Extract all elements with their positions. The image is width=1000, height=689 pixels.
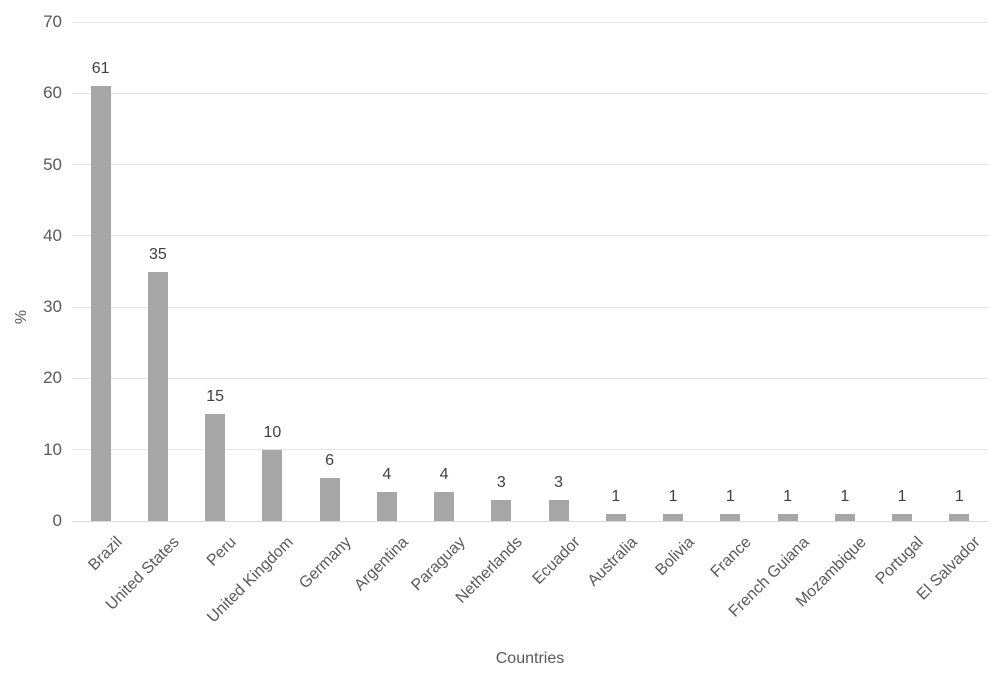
y-tick-label: 20 <box>43 368 62 388</box>
bar <box>720 513 741 521</box>
x-axis-title: Countries <box>495 650 565 667</box>
gridline <box>72 92 988 94</box>
bar <box>834 513 855 521</box>
bar <box>491 499 512 521</box>
y-tick-label: 60 <box>43 83 62 103</box>
bar <box>434 492 455 521</box>
y-tick-label: 50 <box>43 154 62 174</box>
gridline <box>72 377 988 379</box>
bar-value-label: 1 <box>954 487 964 505</box>
bar-value-label: 6 <box>325 452 335 470</box>
y-tick-label: 30 <box>43 297 62 317</box>
bar-value-label: 3 <box>496 473 506 491</box>
y-tick-label: 0 <box>52 511 62 530</box>
bar <box>262 449 283 521</box>
bar <box>319 478 340 521</box>
bar <box>949 513 970 521</box>
bar <box>663 513 684 521</box>
bar-value-label: 1 <box>668 487 678 505</box>
gridline <box>72 21 988 23</box>
bar <box>205 414 226 521</box>
gridline <box>72 235 988 237</box>
y-tick-label: 10 <box>43 439 62 459</box>
bar <box>892 513 913 521</box>
bar-value-label: 4 <box>439 466 449 484</box>
bar-value-label: 10 <box>263 423 282 441</box>
bar <box>147 271 168 521</box>
bar-value-label: 1 <box>725 487 735 505</box>
gridline <box>72 306 988 308</box>
y-tick-label: 70 <box>43 12 62 31</box>
gridline <box>72 164 988 166</box>
bar-value-label: 1 <box>897 487 907 505</box>
y-tick-label: 40 <box>43 225 62 245</box>
bar <box>90 86 111 521</box>
bar <box>605 513 626 521</box>
bar <box>548 499 569 521</box>
bar-value-label: 1 <box>611 487 621 505</box>
bar <box>777 513 798 521</box>
bar-value-label: 61 <box>91 60 110 78</box>
bar-value-label: 1 <box>783 487 793 505</box>
bar-value-label: 15 <box>206 388 225 406</box>
bar-value-label: 3 <box>554 473 564 491</box>
bar-value-label: 35 <box>148 245 167 263</box>
x-axis-baseline <box>72 520 988 522</box>
bar-value-label: 4 <box>382 466 392 484</box>
bar <box>376 492 397 521</box>
gridline <box>72 449 988 451</box>
bar-value-label: 1 <box>840 487 850 505</box>
